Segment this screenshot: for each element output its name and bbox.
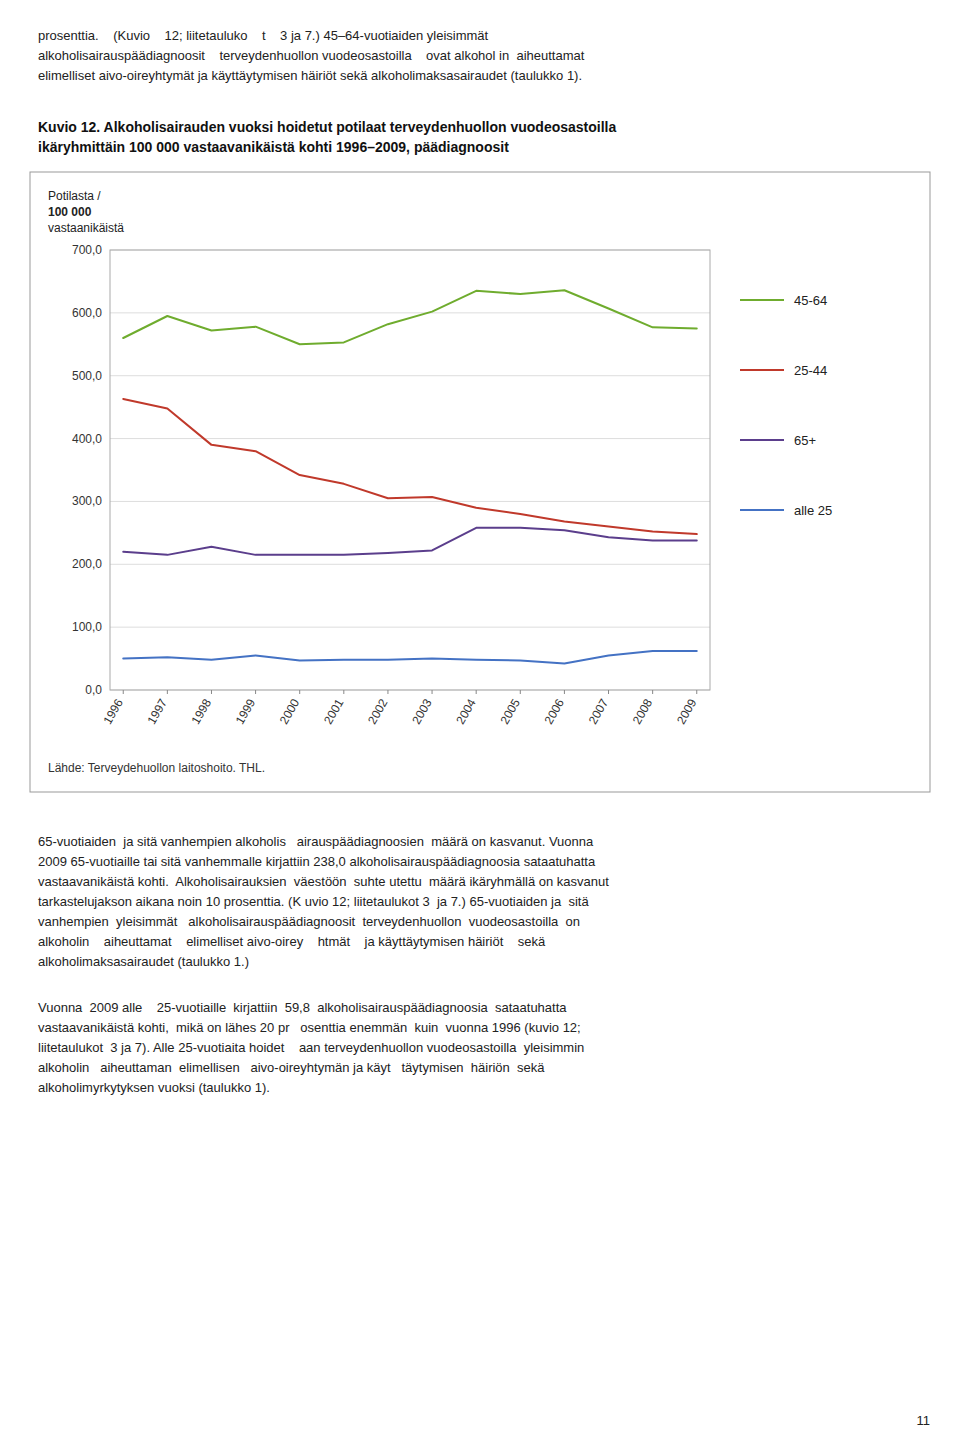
x-tick-label: 2001	[321, 696, 347, 726]
y-tick-label: 200,0	[72, 557, 102, 571]
paragraph-line: Vuonna 2009 alle 25-vuotiaille kirjattii…	[38, 1000, 567, 1015]
legend-label: 65+	[794, 433, 816, 448]
x-tick	[696, 690, 697, 694]
x-tick-label: 2009	[674, 696, 700, 726]
axis-label: 100 000	[48, 205, 92, 219]
grid-line	[110, 438, 710, 439]
paragraph-line: alkoholimyrkytyksen vuoksi (taulukko 1).	[38, 1080, 270, 1095]
x-tick	[520, 690, 521, 694]
x-tick-label: 2004	[453, 696, 479, 726]
x-tick-label: 1999	[233, 696, 259, 726]
legend-swatch	[740, 369, 784, 371]
x-tick	[564, 690, 565, 694]
grid-line	[110, 501, 710, 502]
legend-swatch	[740, 439, 784, 441]
x-tick-label: 2006	[542, 696, 568, 726]
series-line	[123, 651, 697, 664]
x-tick	[299, 690, 300, 694]
paragraph-line: alkoholimaksasairaudet (taulukko 1.)	[38, 954, 249, 969]
x-tick	[167, 690, 168, 694]
y-tick-label: 400,0	[72, 432, 102, 446]
x-tick-label: 2008	[630, 696, 656, 726]
paragraph-line: 2009 65-vuotiaille tai sitä vanhemmalle …	[38, 854, 596, 869]
series-line	[123, 399, 697, 534]
paragraph-line: vastaavanikäistä kohti, mikä on lähes 20…	[38, 1020, 581, 1035]
x-tick-label: 2000	[277, 696, 303, 726]
x-tick-label: 2005	[497, 696, 523, 726]
x-tick	[432, 690, 433, 694]
paragraph-line: alkoholin aiheuttaman elimellisen aivo-o…	[38, 1060, 545, 1075]
paragraph-line: vastaavanikäistä kohti. Alkoholisairauks…	[38, 874, 609, 889]
x-tick	[123, 690, 124, 694]
x-tick-label: 2003	[409, 696, 435, 726]
grid-line	[110, 375, 710, 376]
paragraph-line: liitetaulukot 3 ja 7). Alle 25-vuotiaita…	[38, 1040, 584, 1055]
legend-swatch	[740, 509, 784, 511]
series-line	[123, 290, 697, 344]
paragraph-line: elimelliset aivo-oireyhtymät ja käyttäyt…	[38, 68, 582, 83]
x-tick	[387, 690, 388, 694]
paragraph-line: tarkastelujakson aikana noin 10 prosentt…	[38, 894, 589, 909]
legend-swatch	[740, 299, 784, 301]
x-tick-label: 1996	[100, 696, 126, 726]
paragraph-line: alkoholisairauspäädiagnoosit terveydenhu…	[38, 48, 585, 63]
chart-subtitle: ikäryhmittäin 100 000 vastaavanikäistä k…	[38, 139, 509, 155]
plot-frame	[110, 250, 710, 690]
chart-box	[30, 172, 930, 792]
y-tick-label: 500,0	[72, 369, 102, 383]
x-tick	[476, 690, 477, 694]
y-tick-label: 700,0	[72, 243, 102, 257]
axis-label: Potilasta /	[48, 189, 101, 203]
x-tick	[608, 690, 609, 694]
x-tick-label: 2007	[586, 696, 612, 726]
y-tick-label: 600,0	[72, 306, 102, 320]
paragraph-line: alkoholin aiheuttamat elimelliset aivo-o…	[38, 934, 546, 949]
x-tick	[211, 690, 212, 694]
paragraph-line: prosenttia. (Kuvio 12; liitetauluko t 3 …	[38, 28, 489, 43]
legend-label: alle 25	[794, 503, 832, 518]
page: prosenttia. (Kuvio 12; liitetauluko t 3 …	[0, 0, 960, 1451]
x-tick-label: 1998	[189, 696, 215, 726]
legend-label: 25-44	[794, 363, 827, 378]
grid-line	[110, 564, 710, 565]
y-tick-label: 0,0	[85, 683, 102, 697]
page-number: 11	[917, 1413, 931, 1428]
y-tick-label: 300,0	[72, 494, 102, 508]
x-tick-label: 1997	[144, 696, 170, 726]
x-tick	[343, 690, 344, 694]
y-tick-label: 100,0	[72, 620, 102, 634]
paragraph-line: 65-vuotiaiden ja sitä vanhempien alkohol…	[38, 834, 594, 849]
series-group	[123, 290, 697, 663]
legend-label: 45-64	[794, 293, 827, 308]
series-line	[123, 528, 697, 555]
paragraph-line: vanhempien yleisimmät alkoholisairauspää…	[38, 914, 580, 929]
grid-line	[110, 627, 710, 628]
x-tick	[255, 690, 256, 694]
chart-title: Kuvio 12. Alkoholisairauden vuoksi hoide…	[38, 119, 616, 135]
x-tick	[652, 690, 653, 694]
axis-label: vastaanikäistä	[48, 221, 124, 235]
x-tick-label: 2002	[365, 696, 391, 726]
source-note: Lähde: Terveydehuollon laitoshoito. THL.	[48, 761, 265, 775]
